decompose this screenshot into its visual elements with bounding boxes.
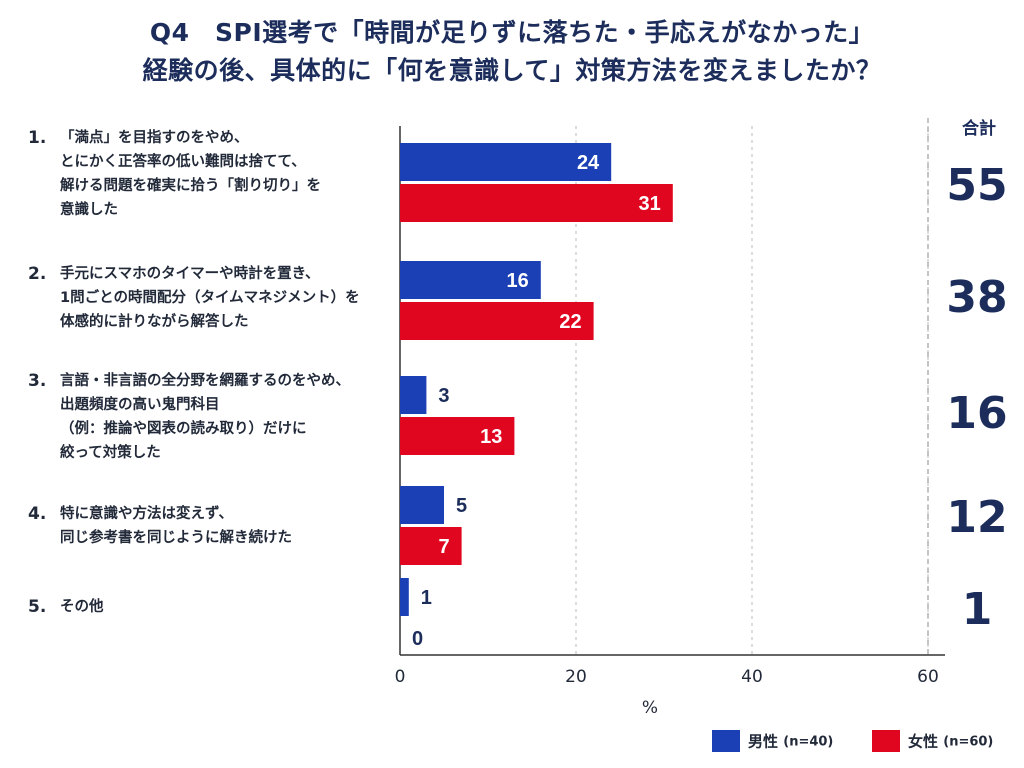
total-value-2: 38 (946, 272, 1008, 323)
female-bar-3-label: 13 (480, 426, 502, 448)
female-bar-4-label: 7 (438, 536, 449, 558)
x-tick-label-40: 40 (741, 667, 763, 687)
female-bar-4 (400, 527, 462, 565)
male-bar-5 (400, 578, 409, 616)
chart-title: Q4 SPI選考で「時間が足りずに落ちた・手応えがなかった」 経験の後、具体的に… (0, 14, 1024, 90)
legend-male-n: (n=40) (783, 734, 834, 750)
category-text: 特に意識や方法は変えず、 同じ参考書を同じように解き続けた (60, 506, 292, 546)
category-number: 5. (28, 597, 47, 617)
category-text: 「満点」を目指すのをやめ、 とにかく正答率の低い難問は捨てて、 解ける問題を確実… (60, 130, 321, 218)
legend-female-label: 女性 (908, 732, 939, 751)
category-number: 3. (28, 371, 47, 391)
legend-female: 女性 (n=60) (872, 730, 993, 752)
category-number: 2. (28, 264, 47, 284)
male-bar-5-label: 1 (421, 587, 432, 609)
male-bar-4-label: 5 (456, 495, 467, 517)
male-bar-1-label: 24 (577, 152, 600, 174)
legend-male: 男性 (n=40) (712, 730, 833, 752)
total-value-1: 55 (946, 160, 1008, 211)
male-bar-2 (400, 261, 541, 299)
total-header: 合計 (962, 119, 996, 139)
total-value-5: 1 (961, 584, 993, 635)
x-axis-label: % (642, 698, 658, 718)
category-number: 1. (28, 128, 47, 148)
legend-female-swatch (872, 730, 900, 752)
title-line-2: 経験の後、具体的に「何を意識して」対策方法を変えましたか？ (142, 56, 882, 85)
total-value-4: 12 (946, 492, 1008, 543)
female-bar-1-label: 31 (639, 193, 661, 215)
female-bar-2-label: 22 (559, 311, 581, 333)
x-tick-label-0: 0 (395, 667, 406, 687)
female-bar-2 (400, 302, 594, 340)
male-bar-4 (400, 486, 444, 524)
x-tick-label-20: 20 (565, 667, 587, 687)
legend-male-label: 男性 (748, 732, 779, 751)
title-line-1: Q4 SPI選考で「時間が足りずに落ちた・手応えがなかった」 (149, 18, 875, 47)
male-bar-1 (400, 143, 612, 181)
category-text: 言語・非言語の全分野を網羅するのをやめ、 出題頻度の高い鬼門科目 （例：推論や図… (60, 373, 350, 461)
male-bar-3 (400, 376, 427, 414)
category-text: 手元にスマホのタイマーや時計を置き、 1問ごとの時間配分（タイムマネジメント）を… (60, 266, 360, 330)
category-number: 4. (28, 504, 47, 524)
category-text: その他 (60, 599, 104, 615)
x-tick-label-60: 60 (917, 667, 939, 687)
female-bar-1 (400, 184, 673, 222)
female-bar-3 (400, 417, 515, 455)
male-bar-3-label: 3 (438, 385, 449, 407)
female-bar-5-label: 0 (412, 628, 423, 650)
male-bar-2-label: 16 (507, 270, 529, 292)
legend-male-swatch (712, 730, 740, 752)
total-value-3: 16 (946, 388, 1008, 439)
legend-female-n: (n=60) (943, 734, 994, 750)
